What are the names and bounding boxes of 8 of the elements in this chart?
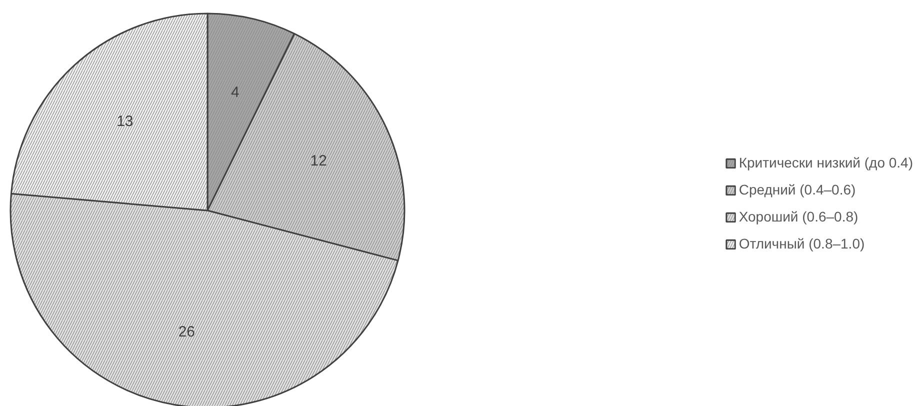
legend-label: Средний (0.4–0.6) <box>738 182 856 198</box>
data-label: 13 <box>116 113 134 130</box>
data-label: 12 <box>310 152 327 170</box>
legend-label: Критически низкий (до 0.4) <box>738 154 913 170</box>
legend-label: Хороший (0.6–0.8) <box>738 208 858 224</box>
data-label: 26 <box>178 323 196 340</box>
legend-label: Отличный (0.8–1.0) <box>738 236 865 252</box>
data-label: 4 <box>230 84 240 102</box>
